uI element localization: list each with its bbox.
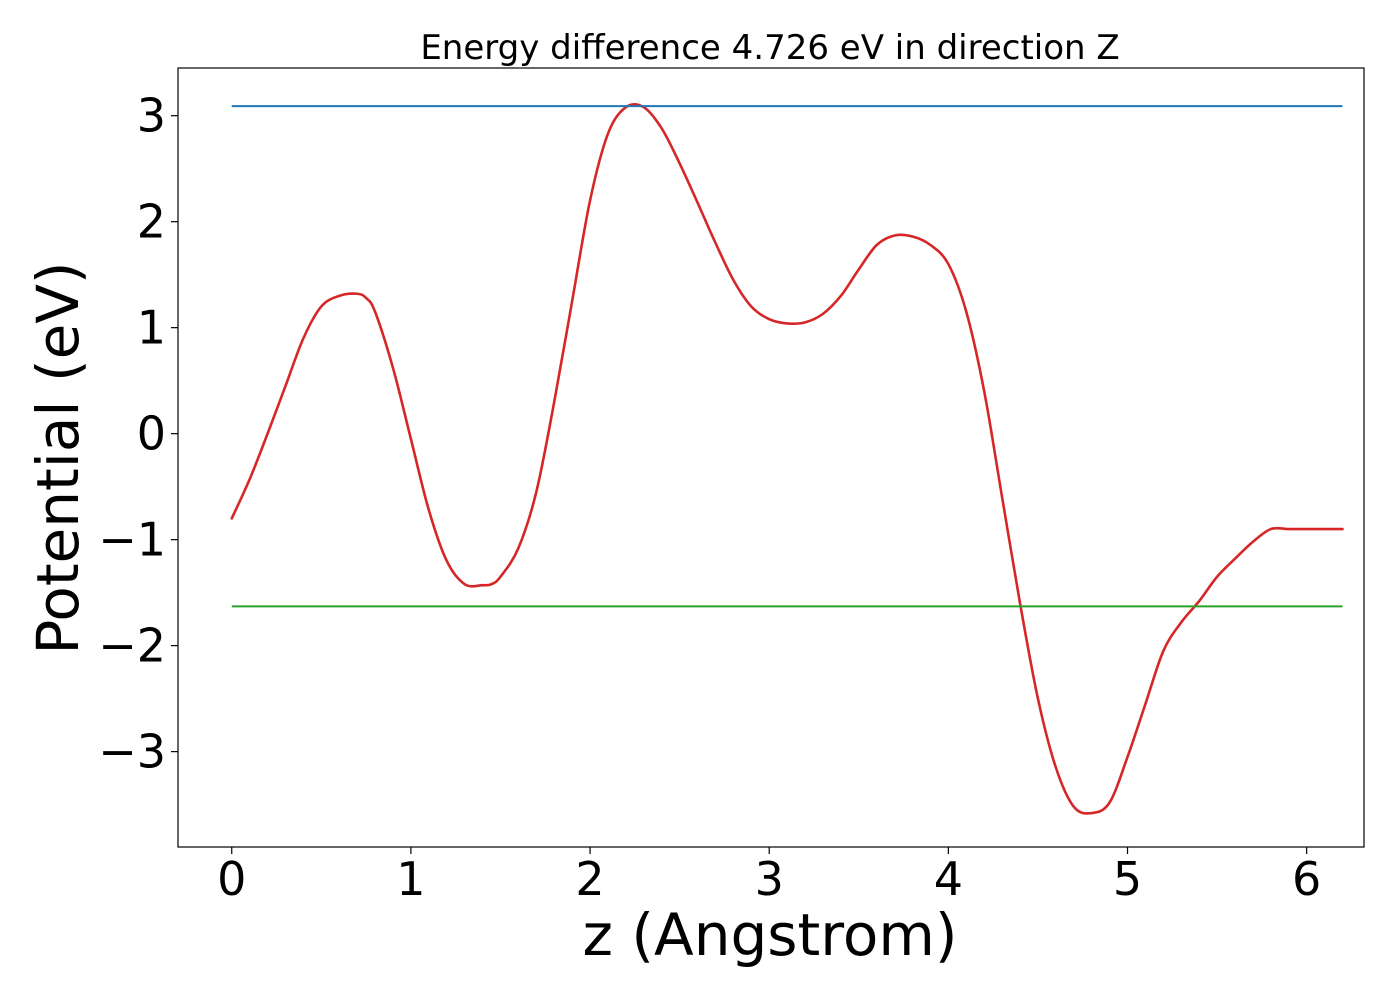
y-tick-label: −3 bbox=[98, 725, 166, 779]
potential-curve bbox=[230, 102, 1344, 815]
x-tick-label: 5 bbox=[1113, 852, 1142, 906]
x-tick-label: 1 bbox=[396, 852, 425, 906]
x-tick-label: 6 bbox=[1292, 852, 1321, 906]
y-tick-label: 2 bbox=[137, 195, 166, 249]
x-tick-label: 2 bbox=[575, 852, 604, 906]
x-tick-label: 0 bbox=[217, 852, 246, 906]
y-tick-label: −1 bbox=[98, 513, 166, 567]
x-axis-label: z (Angstrom) bbox=[583, 901, 958, 969]
y-tick-label: 0 bbox=[137, 407, 166, 461]
x-tick-label: 4 bbox=[934, 852, 963, 906]
x-axis: 0 1 2 3 4 5 6 bbox=[217, 847, 1321, 906]
chart-title: Energy difference 4.726 eV in direction … bbox=[420, 28, 1119, 68]
plot-area bbox=[230, 102, 1344, 815]
y-tick-label: 1 bbox=[137, 301, 166, 355]
y-tick-label: −2 bbox=[98, 619, 166, 673]
y-tick-label: 3 bbox=[137, 89, 166, 143]
x-tick-label: 3 bbox=[755, 852, 784, 906]
plot-frame bbox=[177, 67, 1365, 848]
y-axis-label: Potential (eV) bbox=[24, 261, 92, 654]
y-axis: −3 −2 −1 0 1 2 3 bbox=[98, 89, 178, 779]
